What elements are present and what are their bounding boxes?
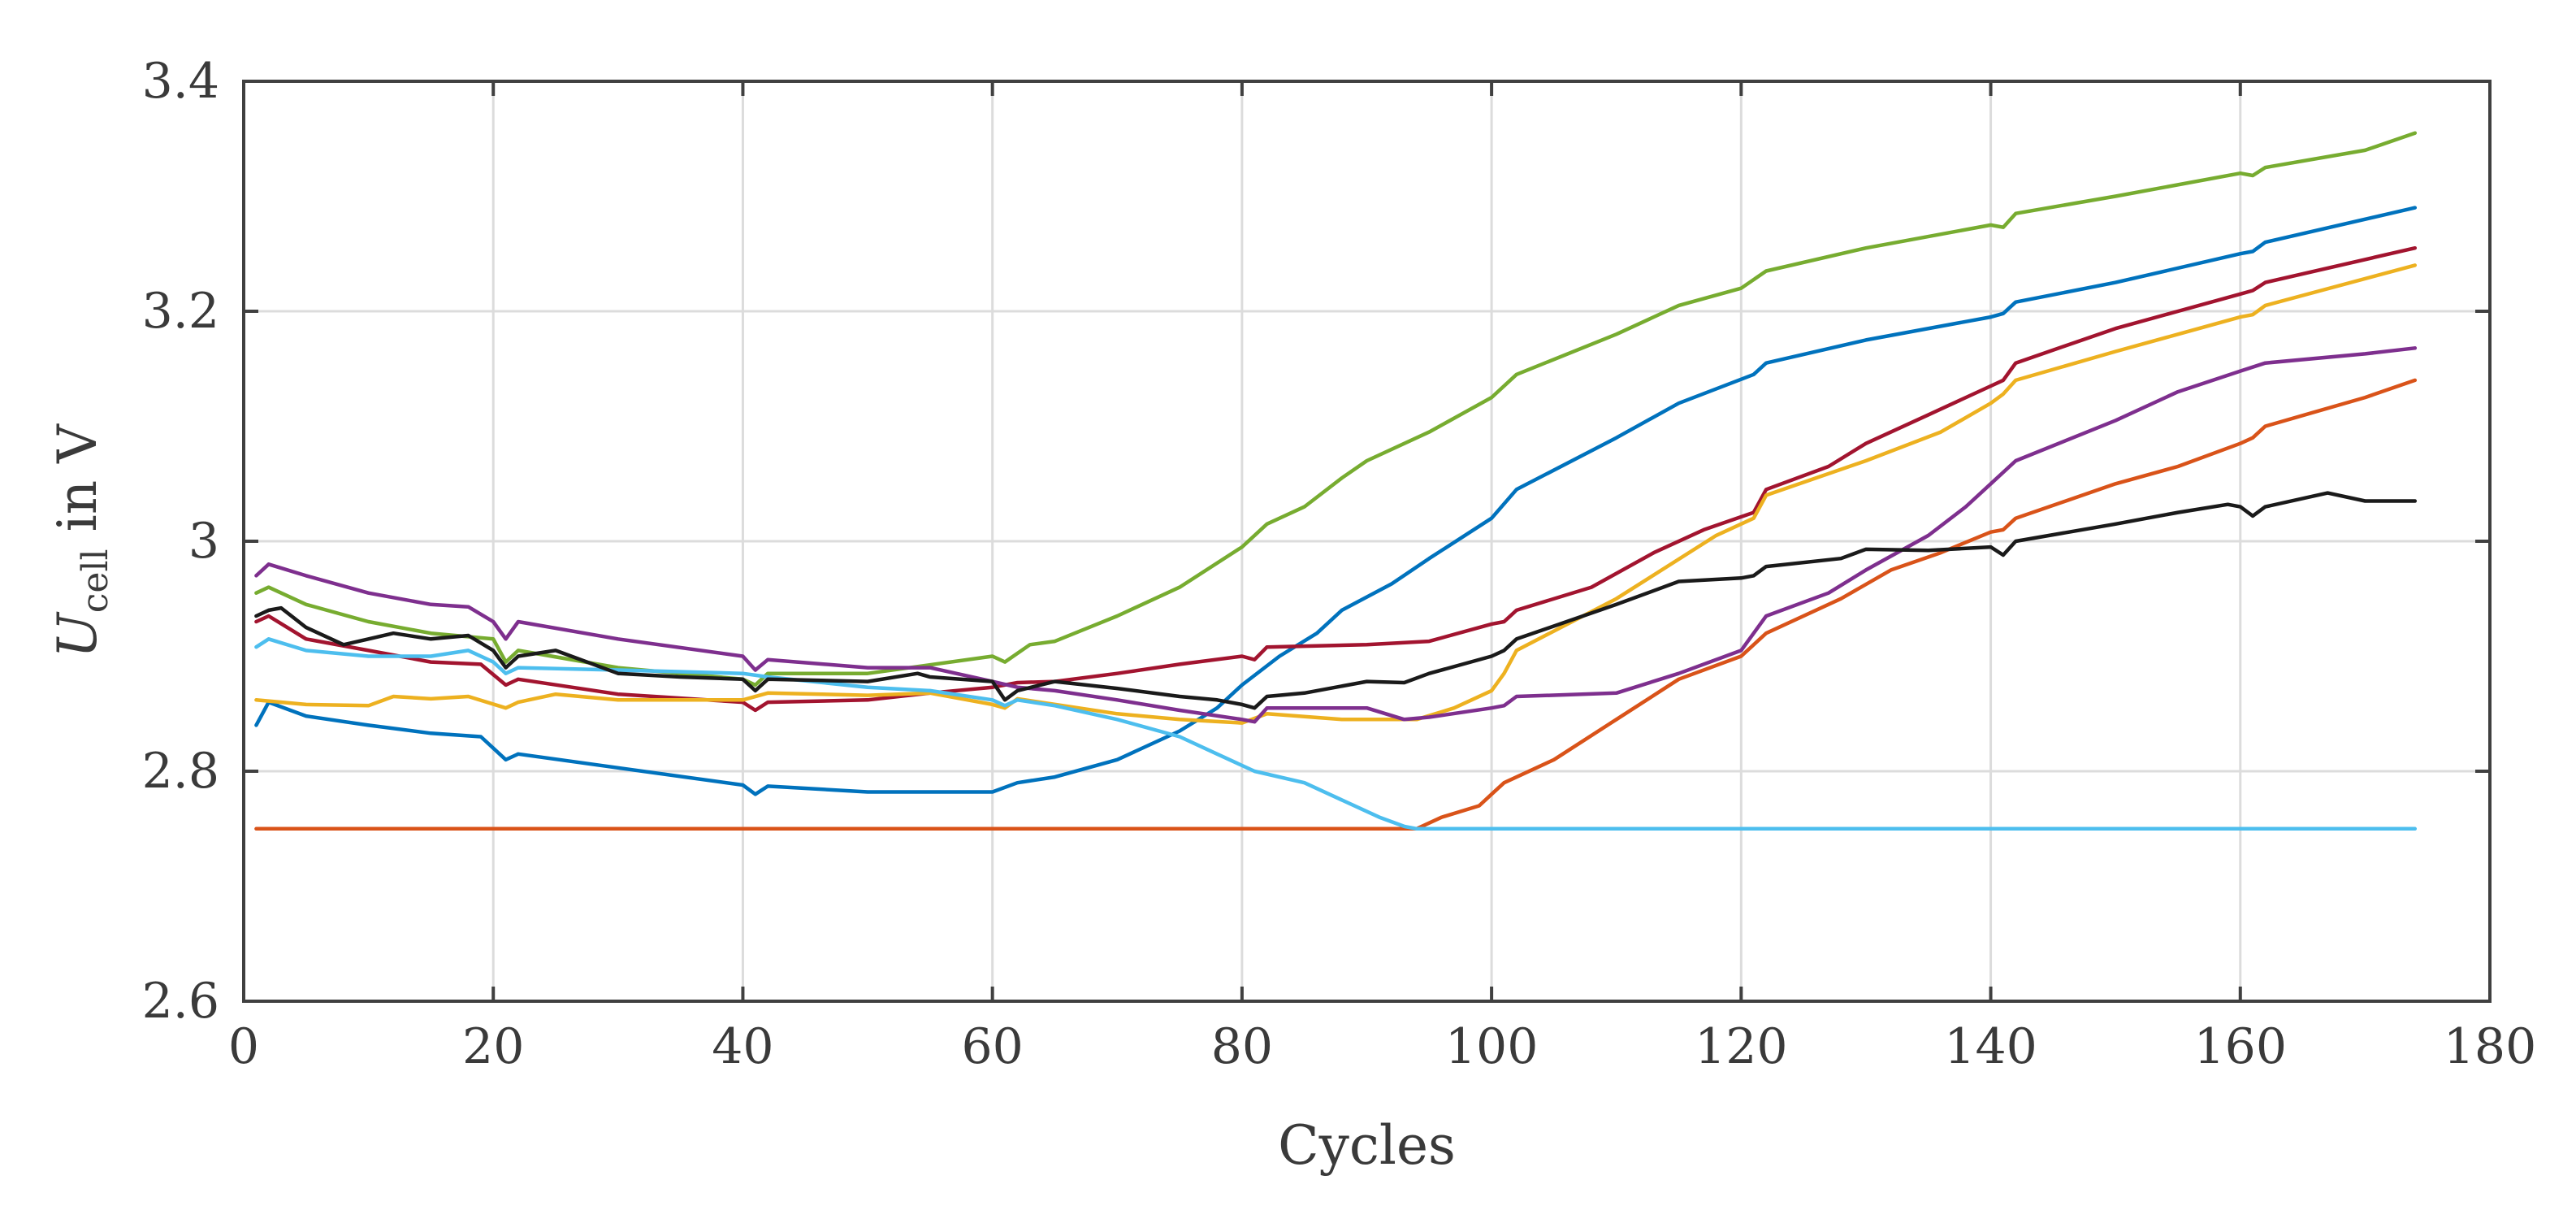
x-tick-label: 180 xyxy=(2444,1018,2537,1075)
axis-ticks xyxy=(242,80,2492,1003)
x-tick-label: 0 xyxy=(228,1018,259,1075)
x-tick-labels: 0 20 40 60 80 100 120 140 160 180 xyxy=(228,1018,2536,1075)
series-line-6 xyxy=(254,378,2418,831)
y-axis-label-main: U xyxy=(46,611,109,658)
y-tick-label: 3.4 xyxy=(142,53,219,110)
x-tick-label: 160 xyxy=(2194,1018,2288,1075)
series-line-1 xyxy=(254,131,2418,688)
x-tick-label: 100 xyxy=(1445,1018,1539,1075)
x-tick-label: 80 xyxy=(1211,1018,1273,1075)
y-tick-label: 2.6 xyxy=(142,973,219,1030)
x-tick-label: 40 xyxy=(712,1018,773,1075)
y-tick-label: 3.2 xyxy=(142,283,219,340)
y-axis-label-subscript: cell xyxy=(75,549,116,613)
x-tick-label: 60 xyxy=(961,1018,1023,1075)
y-axis-label-suffix: in V xyxy=(46,423,109,549)
series-line-3 xyxy=(254,245,2418,713)
series-line-4 xyxy=(254,263,2418,725)
x-tick-label: 20 xyxy=(462,1018,524,1075)
y-tick-label: 3 xyxy=(188,513,219,570)
x-tick-label: 120 xyxy=(1695,1018,1788,1075)
y-axis-label: Ucell in V xyxy=(46,423,116,658)
grid-lines xyxy=(244,81,2490,1001)
series-line-8 xyxy=(254,491,2418,710)
y-tick-labels: 2.6 2.8 3 3.2 3.4 xyxy=(142,53,219,1030)
series-line-7 xyxy=(254,637,2418,831)
y-tick-label: 2.8 xyxy=(142,743,219,800)
series-line-5 xyxy=(254,346,2418,724)
series-line-2 xyxy=(254,206,2418,796)
series-layer xyxy=(254,131,2418,831)
x-axis-label: Cycles xyxy=(1278,1114,1456,1177)
x-tick-label: 140 xyxy=(1944,1018,2037,1075)
